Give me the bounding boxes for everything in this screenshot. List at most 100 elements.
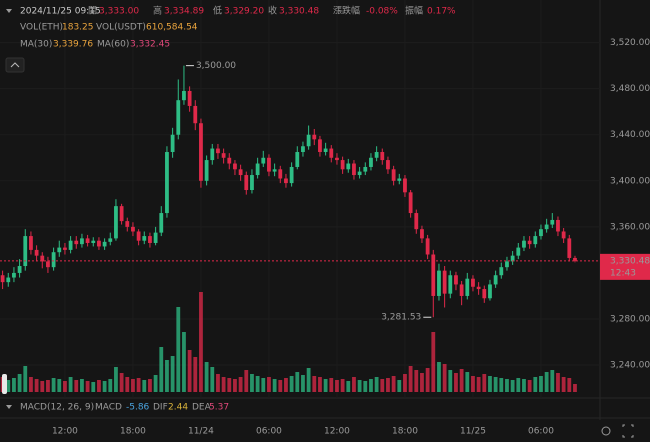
label: MACD(12, 26, 9): [20, 403, 94, 413]
candle-body: [533, 236, 538, 245]
volume-bar: [335, 380, 339, 392]
volume-bar: [516, 378, 521, 392]
value: -5.86: [126, 403, 150, 413]
expand-button[interactable]: [5, 57, 25, 73]
candle-body: [97, 240, 101, 247]
candle-body: [68, 240, 73, 250]
label: MACD: [95, 403, 122, 413]
volume-bar: [363, 381, 368, 392]
volume-bar: [233, 379, 237, 392]
candle-body: [522, 240, 526, 248]
value: 5.37: [209, 403, 229, 413]
candle-body: [301, 146, 305, 153]
candle-body: [527, 240, 532, 245]
volume-bar: [374, 377, 379, 392]
volume-bar: [29, 377, 33, 392]
label: DEA: [192, 403, 212, 413]
candle-body: [442, 270, 447, 294]
candle-body: [556, 219, 560, 232]
volume-bar: [380, 379, 385, 392]
candle-body: [295, 152, 300, 167]
volume-bar: [437, 362, 441, 392]
datetime: 2024/11/25 09:15: [20, 7, 101, 17]
y-tick-label: 3,280.00: [610, 314, 650, 324]
max-label: 3,500.00: [196, 61, 236, 71]
settings-icon[interactable]: [601, 426, 611, 436]
candle-body: [12, 272, 16, 278]
label: VOL(USDT): [96, 23, 146, 33]
candle-body: [216, 148, 220, 154]
volume-bar: [295, 372, 300, 392]
candle-body: [465, 278, 470, 296]
candle-body: [414, 213, 419, 230]
volume-bar: [153, 375, 158, 392]
candle-body: [233, 163, 237, 170]
volume-bar: [403, 374, 407, 392]
volume-bar: [284, 378, 288, 392]
label: 低: [213, 5, 222, 17]
candle-body: [573, 257, 577, 261]
volume-bar: [74, 380, 79, 392]
candle-body: [510, 255, 515, 262]
value: 610,584.54: [146, 23, 198, 33]
candle-body: [397, 178, 402, 181]
label: 高: [153, 5, 162, 17]
candle-body: [516, 247, 521, 256]
collapse-icon[interactable]: [6, 9, 12, 13]
candle-body: [199, 123, 203, 181]
volume-bar: [57, 379, 62, 392]
candle-body: [227, 157, 232, 164]
volume-bar: [312, 376, 317, 392]
collapse-icon[interactable]: [6, 405, 12, 409]
candle-body: [29, 236, 33, 250]
candle-body: [391, 169, 396, 181]
volume-bar: [505, 379, 509, 392]
volume-bar: [301, 375, 305, 392]
candle-body: [289, 166, 294, 184]
volume-bar: [210, 367, 215, 392]
candle-body: [0, 275, 5, 283]
x-tick-label: 11/24: [188, 427, 214, 437]
volume-bar: [193, 357, 198, 392]
volume-bar: [102, 381, 107, 392]
volume-bar: [482, 374, 487, 392]
volume-bar: [261, 378, 266, 392]
y-tick-label: 3,400.00: [610, 176, 650, 186]
volume-bar: [165, 360, 169, 392]
candle-body: [34, 249, 39, 256]
volume-bar: [142, 380, 147, 392]
candle-body: [6, 277, 11, 283]
volume-bar: [119, 373, 124, 392]
volume-bar: [221, 377, 226, 392]
volume-bar: [567, 378, 572, 392]
candle-body: [369, 157, 373, 167]
candle-body: [437, 270, 441, 296]
fullscreen-icon[interactable]: [622, 424, 634, 438]
candle-body: [142, 236, 147, 241]
candle-body: [329, 148, 334, 158]
volume-bar: [267, 377, 271, 392]
candle-body: [114, 206, 118, 239]
volume-bar: [420, 373, 424, 392]
candle-body: [63, 247, 67, 250]
value: -0.08%: [366, 7, 398, 17]
volume-bar: [493, 377, 498, 392]
value: 2.44: [168, 403, 188, 413]
volume-bar: [244, 370, 249, 392]
volume-bar: [465, 372, 470, 392]
countdown: 12:43: [610, 268, 636, 278]
candle-body: [176, 100, 181, 135]
scroll-handle[interactable]: [2, 374, 7, 394]
candle-body: [80, 238, 84, 245]
x-tick-label: 11/25: [460, 427, 486, 437]
candle-body: [250, 175, 254, 191]
candle-body: [403, 178, 407, 193]
volume-bar: [204, 362, 209, 392]
volume-bar: [136, 378, 141, 392]
volume-bar: [573, 384, 577, 392]
candle-body: [550, 219, 555, 225]
volume-bar: [272, 379, 277, 392]
header: 2024/11/25 09:15 開 3,333.00 高 3,334.89 低…: [2, 5, 634, 438]
candle-body: [46, 261, 50, 268]
